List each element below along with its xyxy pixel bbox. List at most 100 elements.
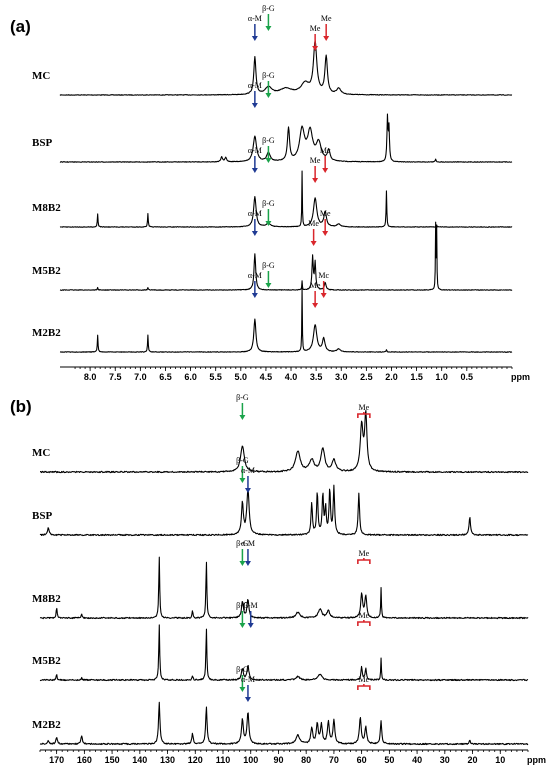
tick-label: 140 bbox=[132, 755, 147, 765]
x-axis-1: 170 160 150 140 130 120 110 100 90 80 70 60 50 40 30 20… bbox=[39, 749, 546, 765]
tick-label: 5.5 bbox=[209, 372, 222, 382]
spectrum-trace bbox=[39, 409, 529, 474]
panel-b-13c-nmr: (b)MCβ-GMeBSPβ-Gα-MM8B2β-Gα-MMeM5B2β-Gβ-… bbox=[10, 393, 546, 765]
arrow-down-icon bbox=[239, 623, 246, 628]
arrow-down-icon bbox=[265, 283, 272, 288]
annotation-label: Me bbox=[320, 209, 331, 218]
tick-label: 80 bbox=[301, 755, 311, 765]
annotation-label: α-M bbox=[248, 271, 262, 280]
annotation-m: α-M bbox=[248, 146, 262, 173]
annotation-label: α-M bbox=[241, 675, 255, 684]
arrow-down-icon bbox=[323, 36, 330, 41]
tick-label: 160 bbox=[77, 755, 92, 765]
spectrum-trace bbox=[59, 287, 513, 353]
arrow-down-icon bbox=[239, 478, 246, 483]
annotation-label: β-G bbox=[236, 665, 249, 674]
annotation-me: Me bbox=[321, 14, 332, 41]
x-axis-unit: ppm bbox=[511, 372, 530, 382]
tick-label: 7.0 bbox=[134, 372, 147, 382]
sample-label: MC bbox=[32, 447, 50, 459]
tick-label: 90 bbox=[273, 755, 283, 765]
spectrum-trace bbox=[39, 484, 529, 537]
annotation-label: Mc bbox=[318, 271, 329, 280]
annotation-label: α-M bbox=[248, 81, 262, 90]
arrow-down-icon bbox=[239, 687, 246, 692]
bracket-icon bbox=[357, 621, 371, 626]
tick-label: 1.0 bbox=[435, 372, 448, 382]
arrow-down-icon bbox=[265, 158, 272, 163]
tick-label: 4.5 bbox=[260, 372, 273, 382]
bracket-icon bbox=[357, 559, 371, 564]
tick-label: 0.5 bbox=[461, 372, 474, 382]
sample-label: BSP bbox=[32, 137, 52, 149]
tick-label: 110 bbox=[216, 755, 231, 765]
tick-label: 10 bbox=[495, 755, 505, 765]
spectrum-trace bbox=[39, 624, 529, 682]
sample-label: M8B2 bbox=[32, 593, 61, 605]
annotation-mc: Mc bbox=[318, 271, 329, 298]
annotation-label: Me bbox=[310, 24, 321, 33]
tick-label: 30 bbox=[440, 755, 450, 765]
arrow-down-icon bbox=[310, 241, 317, 246]
spectrum-bsp: BSP β-Gα-M bbox=[32, 456, 529, 537]
tick-label: 20 bbox=[468, 755, 478, 765]
bracket-icon bbox=[357, 413, 371, 418]
annotation-label: β-G bbox=[262, 261, 275, 270]
tick-label: 1.5 bbox=[410, 372, 423, 382]
annotation-label: β-G bbox=[236, 393, 249, 402]
spectrum-trace bbox=[59, 40, 513, 96]
annotation-label: Mc bbox=[320, 146, 331, 155]
annotation-g: β-G bbox=[236, 539, 249, 566]
annotation-label: β-G bbox=[262, 71, 275, 80]
sample-label: MC bbox=[32, 70, 50, 82]
annotation-me: Me bbox=[310, 156, 321, 183]
annotation-g: β-G bbox=[236, 393, 249, 420]
annotation-m: α-M bbox=[241, 466, 255, 493]
annotation-label: β-G bbox=[262, 199, 275, 208]
annotation-me: Me bbox=[357, 403, 371, 418]
panel-title-1: (b) bbox=[10, 397, 32, 416]
arrow-down-icon bbox=[265, 26, 272, 31]
annotation-label: Me bbox=[310, 281, 321, 290]
tick-label: 3.5 bbox=[310, 372, 323, 382]
annotation-m: α-M bbox=[248, 271, 262, 298]
arrow-down-icon bbox=[247, 623, 254, 628]
sample-label: M5B2 bbox=[32, 655, 61, 667]
arrow-down-icon bbox=[322, 231, 329, 236]
annotation-m: α-M bbox=[248, 81, 262, 108]
annotation-m: α-M bbox=[241, 539, 255, 566]
bracket-icon bbox=[357, 685, 371, 690]
annotation-g: β-G bbox=[236, 601, 249, 628]
tick-label: 5.0 bbox=[235, 372, 248, 382]
annotation-label: α-M bbox=[248, 209, 262, 218]
annotation-label: Me bbox=[321, 14, 332, 23]
annotation-label: β-G bbox=[236, 601, 249, 610]
sample-label: M5B2 bbox=[32, 265, 61, 277]
arrow-down-icon bbox=[251, 231, 258, 236]
annotation-label: Me bbox=[359, 611, 370, 620]
arrow-down-icon bbox=[239, 561, 246, 566]
arrow-down-icon bbox=[251, 103, 258, 108]
arrow-down-icon bbox=[265, 221, 272, 226]
arrow-down-icon bbox=[312, 178, 319, 183]
annotation-me: Me bbox=[320, 209, 331, 236]
tick-label: 50 bbox=[384, 755, 394, 765]
annotation-g: β-G bbox=[262, 199, 275, 226]
annotation-g: β-G bbox=[236, 456, 249, 483]
tick-label: 8.0 bbox=[84, 372, 97, 382]
tick-label: 170 bbox=[49, 755, 64, 765]
arrow-down-icon bbox=[312, 303, 319, 308]
spectrum-trace bbox=[59, 170, 513, 228]
arrow-down-icon bbox=[320, 293, 327, 298]
spectrum-trace bbox=[39, 701, 529, 746]
tick-label: 100 bbox=[243, 755, 258, 765]
tick-label: 40 bbox=[412, 755, 422, 765]
annotation-g: β-G bbox=[262, 71, 275, 98]
arrow-down-icon bbox=[251, 168, 258, 173]
annotation-g: β-G bbox=[236, 665, 249, 692]
spectrum-trace bbox=[59, 113, 513, 163]
